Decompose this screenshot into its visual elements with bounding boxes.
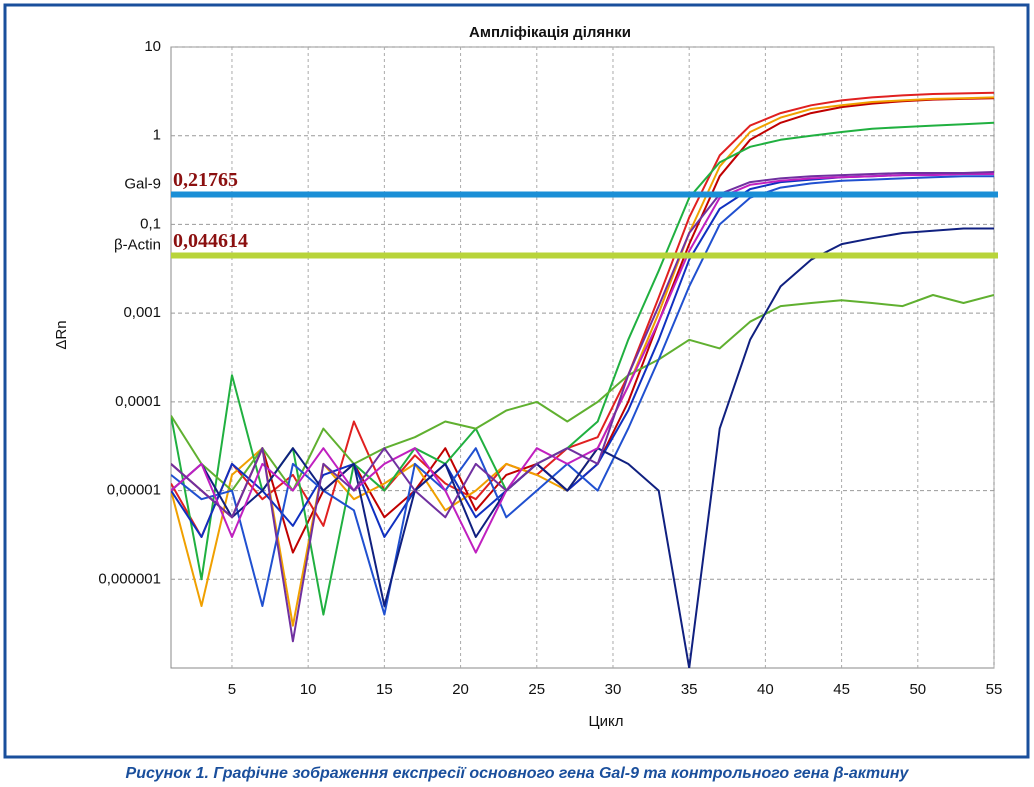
series-group [171, 91, 994, 668]
y-tick-label: 10 [144, 38, 161, 55]
y-tick-label: 0,0001 [115, 393, 161, 410]
x-tick-label: 10 [300, 681, 317, 698]
x-tick-label: 20 [452, 681, 469, 698]
x-tick-label: 25 [528, 681, 545, 698]
chart-title: Ампліфікація ділянки [469, 24, 631, 41]
y-axis-label: ΔRn [53, 320, 70, 349]
amplification-curve [171, 294, 994, 492]
x-tick-label: 55 [986, 681, 1003, 698]
y-tick-label: 0,00001 [107, 482, 161, 499]
y-tick-label: 0,000001 [98, 570, 161, 587]
x-tick-label: 30 [605, 681, 622, 698]
x-tick-label: 5 [228, 681, 236, 698]
amplification-curve [171, 175, 994, 616]
x-tick-label: 40 [757, 681, 774, 698]
amplification-curve [171, 121, 994, 616]
y-tick-label: 0,001 [123, 304, 161, 321]
amplification-curve [171, 171, 994, 643]
threshold-value-label: 0,044614 [173, 230, 248, 252]
x-tick-label: 15 [376, 681, 393, 698]
x-tick-label: 45 [833, 681, 850, 698]
threshold-name: Gal-9 [124, 175, 161, 192]
figure-caption: Рисунок 1. Графічне зображення експресії… [126, 765, 910, 782]
x-axis-label: Цикл [589, 713, 624, 730]
threshold-name: β-Actin [114, 236, 161, 253]
y-tick-label: 0,1 [140, 215, 161, 232]
x-tick-label: 35 [681, 681, 698, 698]
figure-frame [3, 3, 1030, 759]
x-tick-label: 50 [909, 681, 926, 698]
threshold-value-label: 0,21765 [173, 169, 238, 191]
plot-area [170, 46, 995, 669]
y-tick-label: 1 [153, 127, 161, 144]
